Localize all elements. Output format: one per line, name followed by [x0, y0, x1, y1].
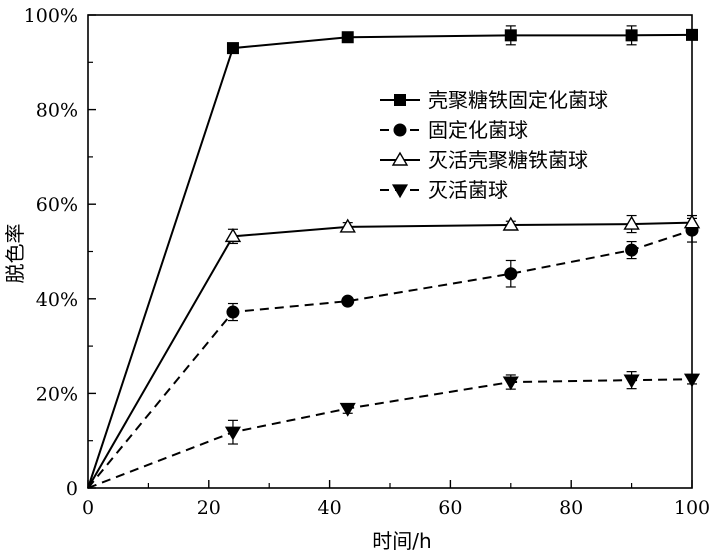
series-line: [87, 229, 693, 489]
series-3: [87, 214, 701, 489]
y-axis-title: 脱色率: [3, 224, 27, 284]
legend-marker: [391, 151, 409, 166]
data-point: [224, 227, 242, 243]
series-line: [87, 378, 693, 489]
data-point: [226, 42, 239, 55]
data-point: [623, 215, 640, 230]
y-tick-label: 80%: [36, 100, 78, 122]
data-point: [504, 29, 517, 42]
legend-label: 固定化菌球: [428, 118, 528, 142]
data-point: [683, 214, 701, 229]
x-tick-label: 20: [197, 497, 221, 519]
x-tick-label: 0: [82, 497, 94, 519]
legend-entry: 灭活壳聚糖铁菌球: [380, 148, 588, 172]
series-4: [87, 371, 701, 489]
data-point: [339, 402, 356, 417]
axes: [87, 14, 693, 489]
series-layer: [87, 25, 701, 489]
x-tick-label: 60: [438, 497, 462, 519]
y-tick-label: 20%: [36, 383, 78, 405]
data-point: [502, 216, 520, 231]
data-point: [686, 28, 698, 41]
data-point: [224, 426, 242, 441]
data-point: [683, 373, 701, 388]
data-point: [504, 267, 518, 281]
data-point: [502, 376, 519, 391]
x-tick-label: 100: [674, 497, 710, 519]
legend-marker: [393, 123, 407, 137]
y-tick-label: 0: [66, 478, 78, 500]
data-point: [341, 294, 355, 308]
plot-frame: [87, 14, 693, 489]
legend-entry: 灭活菌球: [380, 178, 508, 202]
y-tick-label: 40%: [36, 289, 78, 311]
x-axis-title: 时间/h: [372, 529, 431, 553]
data-point: [226, 305, 240, 319]
series-line: [87, 33, 693, 489]
data-point: [625, 29, 638, 42]
y-tick-label: 100%: [24, 5, 78, 27]
legend-entry: 壳聚糖铁固定化菌球: [380, 88, 608, 112]
legend-label: 壳聚糖铁固定化菌球: [428, 88, 608, 112]
legend-label: 灭活壳聚糖铁菌球: [428, 148, 588, 172]
legend-entry: 固定化菌球: [380, 118, 528, 142]
x-tick-label: 40: [318, 497, 342, 519]
legend-marker: [391, 184, 409, 199]
data-point: [625, 243, 639, 257]
legend-marker: [394, 94, 406, 106]
data-point: [623, 374, 640, 389]
data-point: [341, 31, 354, 44]
series-2: [87, 217, 699, 489]
data-point: [339, 218, 356, 233]
axis-ticks: 0 20 40 60 80 100 0 20% 40% 60% 80% 100%: [24, 5, 710, 519]
series-line: [87, 221, 693, 489]
x-tick-label: 80: [559, 497, 583, 519]
legend-label: 灭活菌球: [428, 178, 508, 202]
series-1: [87, 25, 698, 489]
y-tick-label: 60%: [36, 194, 78, 216]
